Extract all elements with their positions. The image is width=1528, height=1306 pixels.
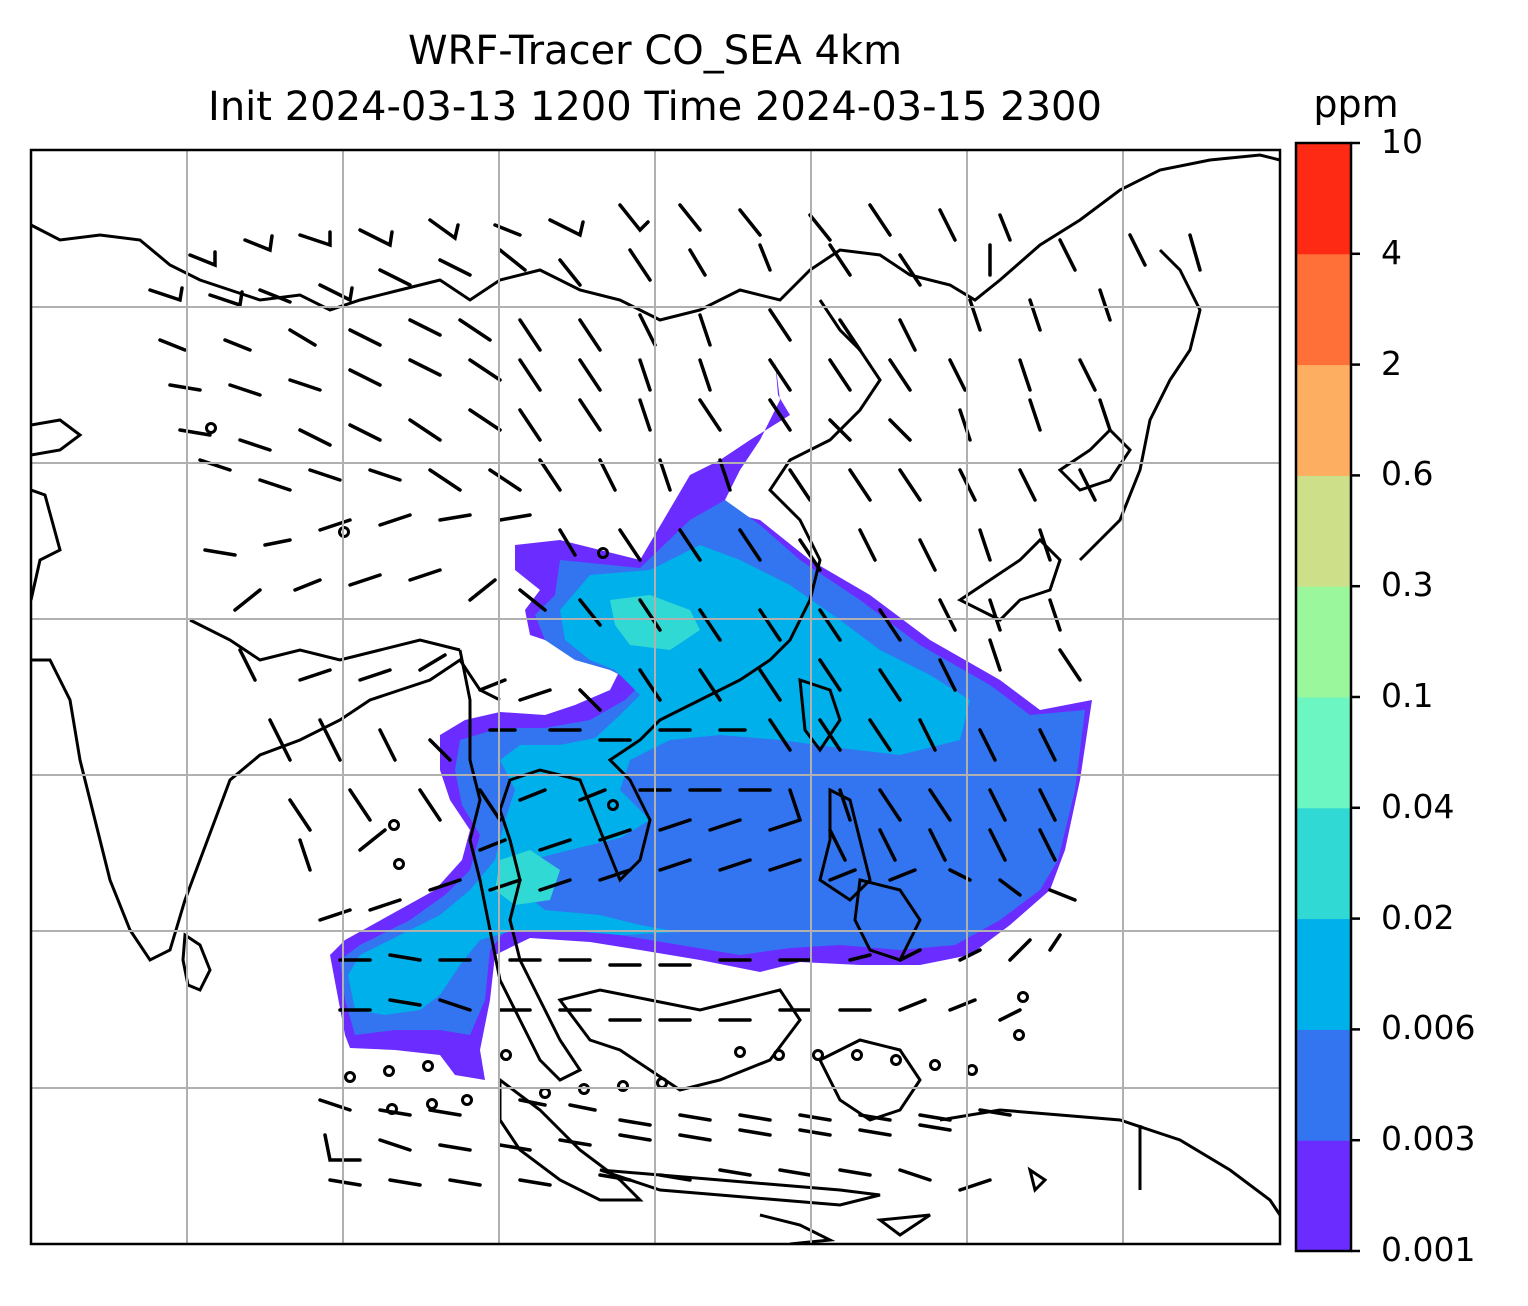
lat-lon-gridlines (31, 150, 1280, 1244)
colorbar-tick-label: 0.003 (1381, 1119, 1476, 1159)
colorbar-segment (1296, 1140, 1351, 1252)
wind-barbs (148, 203, 1202, 1192)
colorbar-tick-label: 0.1 (1381, 676, 1434, 715)
colorbar-segment (1296, 1029, 1351, 1141)
co-tracer-plume (330, 360, 1092, 1080)
plume-band-3 (348, 545, 970, 1015)
colorbar-tick-label: 0.006 (1381, 1008, 1476, 1048)
colorbar-tick-label: 0.6 (1381, 454, 1434, 494)
colorbar-segment (1296, 807, 1351, 920)
colorbar-segment (1296, 918, 1351, 1030)
colorbar-segment (1296, 143, 1351, 255)
colorbar-tick-label: 10 (1381, 122, 1423, 161)
colorbar-tick-label: 2 (1381, 343, 1402, 383)
map-title-line2: Init 2024-03-13 1200 Time 2024-03-15 230… (208, 84, 1102, 130)
colorbar-segment (1296, 253, 1351, 366)
colorbar-tick-label: 0.001 (1381, 1230, 1476, 1269)
colorbar-segment (1296, 475, 1351, 587)
colorbar-tick-label: 0.3 (1381, 565, 1434, 605)
colorbar-segment (1296, 364, 1351, 476)
colorbar-tick-label: 0.02 (1381, 897, 1455, 937)
colorbar (1294, 141, 1360, 1253)
colorbar-tick-label: 4 (1381, 232, 1402, 272)
colorbar-segment (1296, 586, 1351, 698)
colorbar-unit-label: ppm (1313, 82, 1399, 126)
map-frame (29, 148, 1282, 1246)
colorbar-tick-label: 0.04 (1381, 786, 1455, 826)
colorbar-segment (1296, 697, 1351, 809)
map-title-line1: WRF-Tracer CO_SEA 4km (407, 28, 903, 74)
